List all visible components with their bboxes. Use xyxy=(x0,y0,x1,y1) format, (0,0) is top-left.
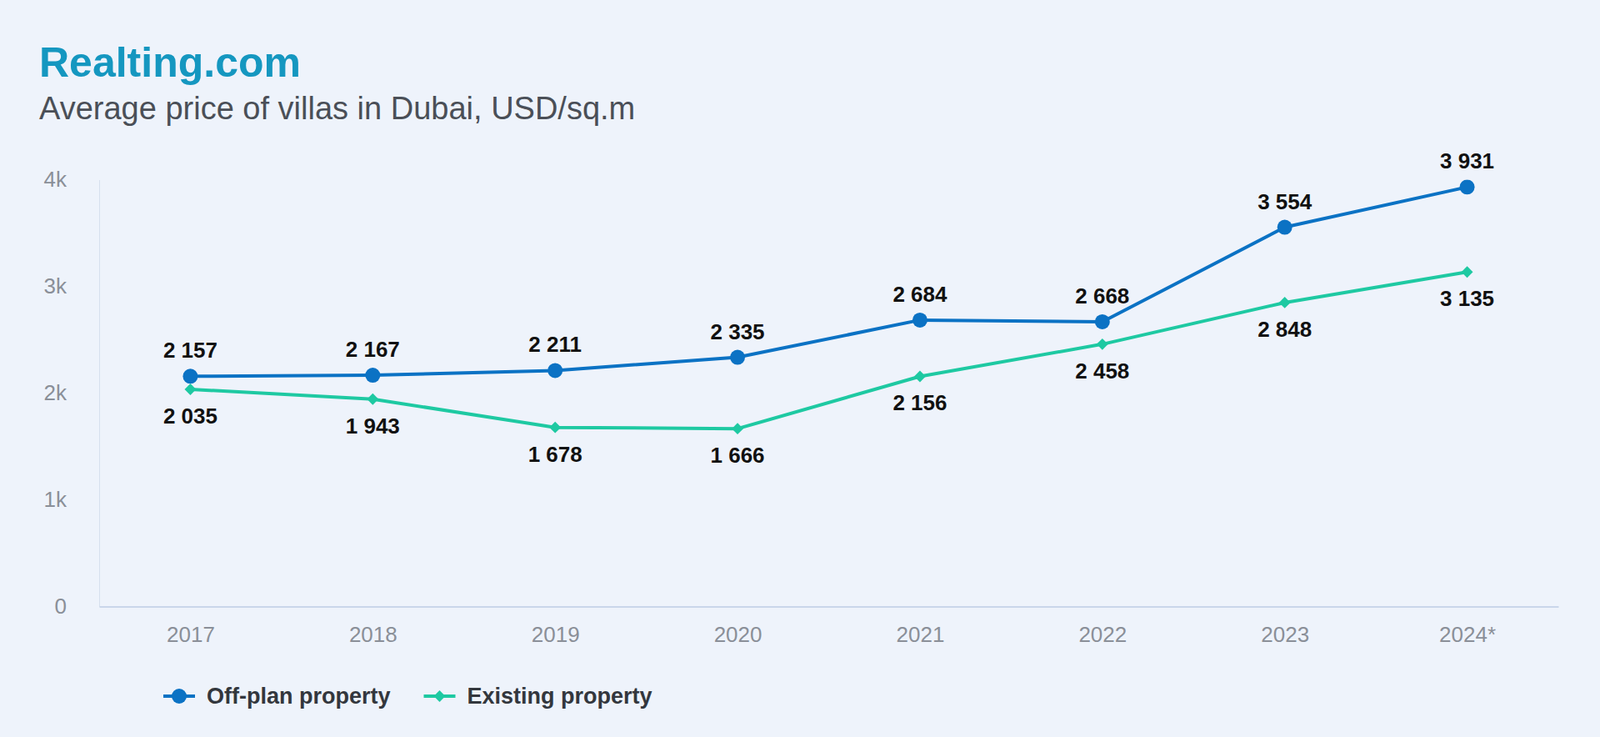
series-line xyxy=(190,186,1467,376)
marker xyxy=(185,383,197,395)
data-labels: 2 157 2 167 2 211 2 335 2 684 2 668 3 554 3 931… xyxy=(163,148,1495,468)
tick: 2023 xyxy=(1260,605,1310,646)
marker xyxy=(1460,180,1475,195)
chart: Realting.com Average price of villas in D… xyxy=(0,0,1600,737)
tick: 0 xyxy=(55,593,100,619)
tick-label: 0 xyxy=(55,593,67,619)
tick: 4k xyxy=(44,166,100,192)
marker xyxy=(1096,338,1109,350)
legend-item: Existing property xyxy=(424,683,653,709)
data-label: 2 458 xyxy=(1075,358,1130,384)
legend-item: Off-plan property xyxy=(163,683,391,709)
legend-label: Off-plan property xyxy=(206,683,391,709)
data-label: 2 684 xyxy=(892,281,948,307)
series-line xyxy=(190,271,1467,429)
marker xyxy=(730,350,745,365)
marker xyxy=(1461,265,1474,278)
legend-marker xyxy=(434,690,446,702)
tick: 2018 xyxy=(349,605,398,646)
tick-label: 2018 xyxy=(349,621,398,647)
data-label: 2 848 xyxy=(1257,316,1312,342)
marker xyxy=(366,393,379,405)
tick-label: 2k xyxy=(44,380,68,405)
tick: 1k xyxy=(44,486,100,512)
tick: 2022 xyxy=(1078,605,1127,646)
tick: 2021 xyxy=(896,605,945,646)
tick-label: 1k xyxy=(44,486,68,512)
data-label: 2 167 xyxy=(345,336,400,362)
legend-marker xyxy=(171,688,187,704)
subtitle: Average price of villas in Dubai, USD/sq… xyxy=(39,90,635,126)
data-label: 2 035 xyxy=(163,403,218,429)
tick-label: 2019 xyxy=(531,621,580,647)
tick: 2020 xyxy=(714,605,763,646)
tick-label: 2023 xyxy=(1260,621,1310,647)
marker xyxy=(731,422,744,435)
marker xyxy=(1277,220,1293,235)
data-label: 2 211 xyxy=(528,331,582,357)
data-label: 2 156 xyxy=(892,390,947,415)
data-label: 1 666 xyxy=(710,442,765,468)
axis-line xyxy=(100,605,1560,608)
data-label: 2 335 xyxy=(710,319,765,345)
marker xyxy=(549,421,561,434)
marker xyxy=(547,362,563,378)
data-label: 1 943 xyxy=(345,413,400,439)
data-label: 2 668 xyxy=(1075,283,1130,309)
x-axis: 2017 2018 2019 2020 2021 2022 2023 2024* xyxy=(100,605,1560,646)
marker xyxy=(1279,296,1291,309)
background xyxy=(0,0,1600,737)
data-label: 1 678 xyxy=(528,441,583,467)
marker xyxy=(914,370,926,383)
tick-label: 2020 xyxy=(714,621,763,647)
tick-label: 3k xyxy=(44,273,68,299)
tick: 2017 xyxy=(166,605,215,646)
marker xyxy=(182,368,198,384)
plot-area xyxy=(182,180,1475,435)
marker xyxy=(912,312,928,328)
legend-label: Existing property xyxy=(467,683,653,709)
legend: Off-plan property Existing property xyxy=(163,683,653,709)
tick-label: 2022 xyxy=(1078,621,1127,647)
tick: 2019 xyxy=(531,605,580,646)
data-label: 3 135 xyxy=(1440,285,1495,311)
data-label: 2 157 xyxy=(163,337,218,363)
tick-label: 4k xyxy=(44,166,68,192)
marker xyxy=(1095,314,1110,330)
tick-label: 2021 xyxy=(896,621,945,647)
tick: 2024* xyxy=(1439,605,1496,646)
tick-label: 2017 xyxy=(166,621,215,647)
data-label: 3 554 xyxy=(1257,189,1313,215)
tick-label: 2024* xyxy=(1439,621,1496,647)
tick: 3k xyxy=(44,273,100,299)
axis-line xyxy=(99,180,100,607)
data-label: 3 931 xyxy=(1440,148,1495,174)
title: Realting.com xyxy=(39,39,301,86)
tick: 2k xyxy=(44,380,100,405)
y-axis: 0 1k 2k 3k 4k xyxy=(44,166,100,619)
marker xyxy=(365,367,380,383)
